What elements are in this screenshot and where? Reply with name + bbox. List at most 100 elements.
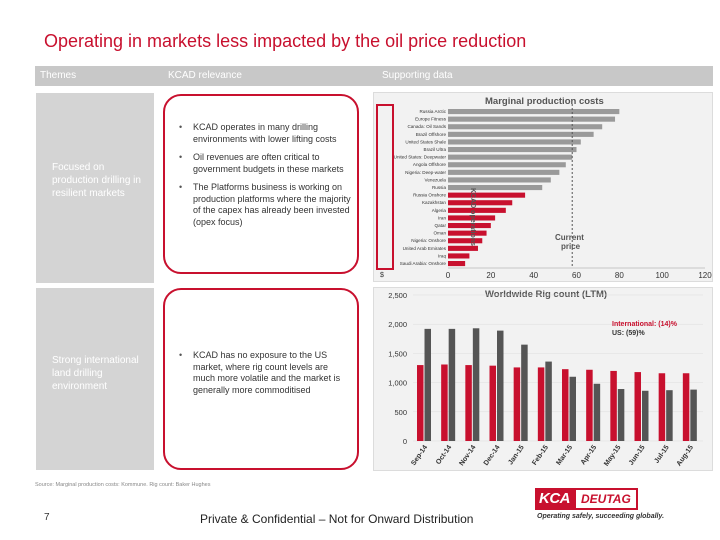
cost-category-label: Angola Offshore [413, 162, 447, 167]
relevance-box-bottom: • KCAD has no exposure to the US market, … [163, 288, 359, 470]
cost-x-tick: 120 [698, 271, 712, 280]
international-bar [610, 370, 617, 441]
cost-bar [448, 192, 526, 198]
international-bar [441, 364, 448, 441]
rig-x-label: Oct-14 [435, 444, 453, 466]
us-bar [424, 328, 431, 441]
cost-bar [448, 253, 470, 259]
cost-category-label: Venezuela [425, 177, 447, 182]
rig-y-tick: 1,500 [388, 349, 407, 358]
footer-text: Private & Confidential – Not for Onward … [200, 512, 474, 526]
cost-category-label: Oman [433, 231, 446, 236]
international-bar [513, 367, 521, 441]
us-bar [642, 390, 649, 441]
us-bar [448, 328, 456, 441]
cost-category-label: Nigeria: Deep-water [405, 170, 446, 175]
rig-count-svg: 0 500 1,000 1,500 2,000 2,500 Sep-14 Oct-14 Nov… [388, 291, 703, 468]
cost-bar [448, 177, 551, 183]
rig-y-tick: 0 [403, 437, 407, 446]
marginal-cost-title: Marginal production costs [485, 96, 604, 107]
international-bar [634, 372, 641, 441]
legend-us: US: (59)% [612, 330, 645, 337]
cost-x-tick: 100 [655, 271, 669, 280]
us-bar [569, 376, 576, 441]
cost-category-label: Europe Fitness [415, 117, 447, 122]
page-title: Operating in markets less impacted by th… [44, 31, 527, 51]
cost-bar [448, 169, 560, 175]
cost-bar [448, 230, 487, 236]
cost-category-label: United States: Deepwater [394, 155, 447, 160]
cost-bar [448, 147, 577, 153]
rig-count-title: Worldwide Rig count (LTM) [485, 289, 608, 300]
cost-category-label: Saudi Arabia: Onshore [400, 261, 447, 266]
international-bar [489, 365, 496, 441]
us-bar [593, 383, 601, 441]
supporting-header: Supporting data [382, 70, 453, 81]
rig-y-tick: 2,000 [388, 320, 407, 329]
cost-category-label: Russia Onshore [413, 193, 446, 198]
logo-kca: KCA [535, 488, 574, 510]
cost-category-label: Kazakhstan [422, 200, 446, 205]
cost-bar [448, 215, 496, 221]
cost-category-label: Russia [432, 185, 446, 190]
legend-international: International: (14)% [612, 321, 677, 328]
international-bar [465, 365, 472, 441]
rig-x-label: Sep-14 [410, 444, 429, 467]
rig-x-label: Mar-15 [555, 444, 574, 467]
cost-bar [448, 116, 616, 122]
bullet-item: • KCAD has no exposure to the US market, … [179, 350, 341, 395]
cost-category-label: Nigeria: Onshore [411, 238, 446, 243]
unit-label: $ [380, 272, 384, 279]
theme-box-international: Strong international land drilling envir… [35, 287, 155, 471]
relevance-box-top: • KCAD operates in many drilling environm… [163, 94, 359, 274]
cost-x-tick: 40 [529, 271, 538, 280]
rig-y-tick: 1,000 [388, 379, 407, 388]
cost-bar [448, 162, 566, 168]
current-price-label: Current [555, 233, 584, 242]
theme-label-international: Strong international land drilling envir… [52, 355, 139, 392]
logo-deutag: DEUTAG [574, 488, 638, 510]
international-bar [537, 367, 545, 441]
cost-bar [448, 131, 594, 137]
rig-x-label: Jul-15 [653, 444, 670, 465]
cost-category-label: Brazil Ultra [424, 147, 447, 152]
cost-bar [448, 223, 491, 229]
logo-tagline: Operating safely, succeeding globally. [537, 513, 665, 520]
cost-bar [448, 124, 603, 130]
international-bar [562, 369, 569, 441]
rig-x-label: Nov-14 [458, 444, 477, 467]
cost-category-label: Algeria [432, 208, 447, 213]
us-bar [545, 361, 552, 441]
cost-bar [448, 200, 513, 206]
cost-bar [448, 261, 466, 267]
international-bar [586, 369, 593, 441]
cost-bar [448, 139, 581, 145]
rig-x-label: Jun-15 [628, 444, 647, 467]
us-bar [666, 390, 673, 441]
us-bar [690, 389, 697, 441]
rig-x-label: May-15 [603, 444, 622, 468]
rig-y-tick: 2,500 [388, 291, 407, 300]
us-bar [521, 344, 528, 441]
international-bar [658, 373, 666, 441]
rig-y-tick: 500 [394, 408, 407, 417]
cost-category-label: Iran [438, 215, 446, 220]
us-bar [497, 330, 504, 441]
marginal-cost-chart [373, 92, 713, 282]
rig-x-label: Feb-15 [531, 444, 550, 467]
us-bar [617, 389, 625, 441]
relevance-header: KCAD relevance [168, 70, 242, 81]
rig-x-label: Aug-15 [676, 444, 695, 468]
cost-bar [448, 185, 543, 191]
cost-category-label: Russia Arctic [419, 109, 446, 114]
rig-x-label: Dec-14 [483, 444, 502, 467]
international-bar [417, 365, 424, 441]
cost-category-label: United Arab Emirates [403, 246, 447, 251]
international-bar [682, 373, 690, 441]
cost-x-tick: 80 [615, 271, 624, 280]
cost-bar [448, 154, 573, 160]
column-header-bar [35, 66, 713, 86]
marginal-cost-svg: Russia Arctic Europe Fitness Canada: Oil S… [394, 104, 712, 280]
source-note: Source: Marginal production costs: Kommu… [35, 482, 211, 488]
current-price-label-2: price [561, 242, 581, 251]
